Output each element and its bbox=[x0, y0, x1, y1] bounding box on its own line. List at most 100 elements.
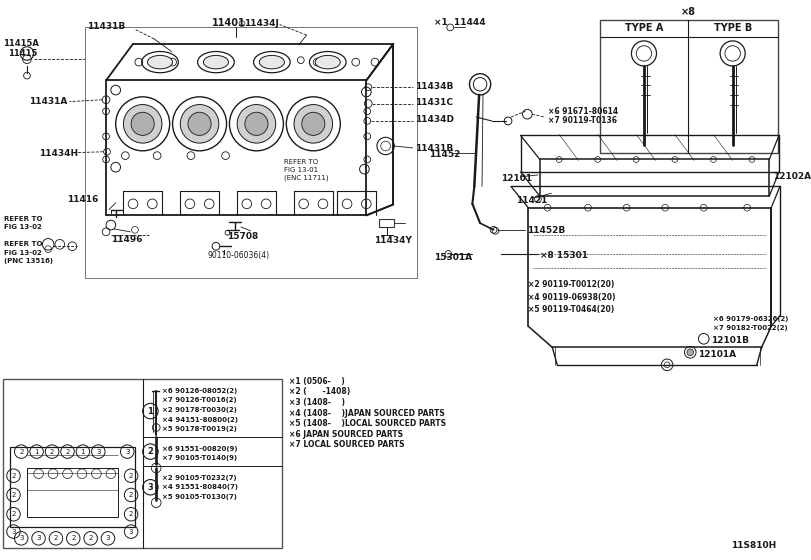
Text: ×4 91551-80840(7): ×4 91551-80840(7) bbox=[162, 484, 238, 490]
Text: 2: 2 bbox=[11, 473, 15, 479]
Ellipse shape bbox=[315, 55, 341, 69]
Text: 12101A: 12101A bbox=[698, 350, 736, 359]
Text: FIG 13-01: FIG 13-01 bbox=[285, 167, 319, 173]
Text: 3: 3 bbox=[19, 535, 24, 542]
Text: 3: 3 bbox=[148, 483, 153, 492]
Text: 12101B: 12101B bbox=[711, 336, 749, 345]
Text: REFER TO: REFER TO bbox=[4, 216, 42, 222]
Text: 90110-06036(4): 90110-06036(4) bbox=[208, 251, 269, 260]
Text: 11496: 11496 bbox=[111, 235, 143, 244]
Text: ×7 90105-T0140(9): ×7 90105-T0140(9) bbox=[162, 455, 237, 461]
Bar bbox=[85, 27, 418, 278]
Text: (ENC 11711): (ENC 11711) bbox=[285, 175, 329, 181]
Text: FIG 13-02: FIG 13-02 bbox=[4, 224, 41, 230]
Text: 11452: 11452 bbox=[429, 150, 461, 159]
Text: 11434H: 11434H bbox=[39, 149, 78, 158]
Text: 11416: 11416 bbox=[67, 194, 99, 203]
Text: ×1 (0506-    ): ×1 (0506- ) bbox=[290, 377, 345, 386]
Text: ×7 90182-T0022(2): ×7 90182-T0022(2) bbox=[714, 325, 788, 331]
Text: 3: 3 bbox=[11, 529, 15, 535]
Text: 11434J: 11434J bbox=[244, 19, 279, 28]
Text: REFER TO: REFER TO bbox=[285, 160, 319, 165]
Text: 1: 1 bbox=[148, 407, 153, 416]
Circle shape bbox=[237, 105, 276, 143]
Text: ×4 (1408-    )JAPAN SOURCED PARTS: ×4 (1408- )JAPAN SOURCED PARTS bbox=[290, 409, 445, 418]
Text: ×4 90119-06938(20): ×4 90119-06938(20) bbox=[528, 293, 616, 302]
Text: 11415A: 11415A bbox=[3, 39, 39, 48]
Text: 2: 2 bbox=[129, 473, 133, 479]
Text: ×8: ×8 bbox=[680, 7, 696, 17]
Text: (PNC 13516): (PNC 13516) bbox=[4, 258, 53, 264]
Text: TYPE A: TYPE A bbox=[624, 24, 663, 34]
Text: 3: 3 bbox=[129, 529, 133, 535]
Text: 1: 1 bbox=[34, 449, 39, 455]
Bar bbox=[379, 220, 394, 227]
Text: 12101: 12101 bbox=[501, 174, 533, 183]
Text: 2: 2 bbox=[66, 449, 70, 455]
Text: FIG 13-02: FIG 13-02 bbox=[4, 250, 41, 256]
Text: ×4 94151-80800(2): ×4 94151-80800(2) bbox=[162, 417, 238, 423]
Circle shape bbox=[123, 105, 162, 143]
Ellipse shape bbox=[148, 55, 173, 69]
Text: 3: 3 bbox=[105, 535, 110, 542]
Text: REFER TO: REFER TO bbox=[4, 241, 42, 248]
Text: 2: 2 bbox=[11, 511, 15, 517]
Text: 11434D: 11434D bbox=[414, 115, 453, 124]
Text: 11431B: 11431B bbox=[414, 144, 453, 153]
Text: 2: 2 bbox=[11, 492, 15, 498]
Text: ×5 90119-T0464(20): ×5 90119-T0464(20) bbox=[528, 305, 615, 314]
Text: 15301A: 15301A bbox=[434, 253, 472, 262]
Circle shape bbox=[245, 112, 268, 136]
Circle shape bbox=[687, 349, 693, 356]
Text: 11431A: 11431A bbox=[29, 97, 67, 106]
Text: ×6 91551-00820(9): ×6 91551-00820(9) bbox=[162, 446, 238, 452]
Text: ×6 JAPAN SOURCED PARTS: ×6 JAPAN SOURCED PARTS bbox=[290, 430, 403, 438]
Ellipse shape bbox=[260, 55, 285, 69]
Text: ×3 (1408-    ): ×3 (1408- ) bbox=[290, 398, 345, 407]
Text: ×7 90126-T0016(2): ×7 90126-T0016(2) bbox=[162, 398, 237, 404]
Text: ×7 LOCAL SOURCED PARTS: ×7 LOCAL SOURCED PARTS bbox=[290, 440, 405, 449]
Text: 11S810H: 11S810H bbox=[731, 540, 776, 549]
Text: 11431C: 11431C bbox=[414, 98, 453, 107]
Text: 1: 1 bbox=[80, 449, 85, 455]
Bar bbox=[27, 468, 118, 517]
Circle shape bbox=[180, 105, 219, 143]
Text: 2: 2 bbox=[148, 447, 153, 456]
Text: ×7 90119-T0136: ×7 90119-T0136 bbox=[547, 116, 616, 125]
Text: 2: 2 bbox=[88, 535, 92, 542]
Text: ×2 90178-T0030(2): ×2 90178-T0030(2) bbox=[162, 407, 237, 413]
Text: 3: 3 bbox=[125, 449, 130, 455]
Bar bbox=[10, 447, 135, 527]
Text: ×2 90119-T0012(20): ×2 90119-T0012(20) bbox=[528, 281, 615, 290]
Text: 11434B: 11434B bbox=[414, 82, 453, 91]
Circle shape bbox=[302, 112, 325, 136]
Text: 2: 2 bbox=[129, 492, 133, 498]
Circle shape bbox=[294, 105, 333, 143]
Text: ×5 (1408-    )LOCAL SOURCED PARTS: ×5 (1408- )LOCAL SOURCED PARTS bbox=[290, 419, 446, 428]
Text: ×5 90178-T0019(2): ×5 90178-T0019(2) bbox=[162, 426, 237, 432]
Text: 11415: 11415 bbox=[8, 49, 37, 58]
Text: 3: 3 bbox=[36, 535, 41, 542]
Circle shape bbox=[131, 112, 154, 136]
Text: 2: 2 bbox=[19, 449, 24, 455]
Text: ×1  11444: ×1 11444 bbox=[434, 18, 486, 27]
Bar bbox=[3, 379, 282, 548]
Circle shape bbox=[188, 112, 211, 136]
Text: 2: 2 bbox=[71, 535, 75, 542]
Text: 2: 2 bbox=[54, 535, 58, 542]
Text: ×5 90105-T0130(7): ×5 90105-T0130(7) bbox=[162, 494, 237, 500]
Text: TYPE B: TYPE B bbox=[714, 24, 752, 34]
Text: ×8 15301: ×8 15301 bbox=[540, 251, 588, 260]
Text: ×2 90105-T0232(7): ×2 90105-T0232(7) bbox=[162, 475, 237, 480]
Ellipse shape bbox=[204, 55, 229, 69]
Text: 2: 2 bbox=[49, 449, 54, 455]
Text: ×6 90126-08052(2): ×6 90126-08052(2) bbox=[162, 388, 237, 394]
Text: ×6 90179-06326(2): ×6 90179-06326(2) bbox=[714, 315, 789, 321]
Text: 11401: 11401 bbox=[212, 17, 246, 27]
Text: 3: 3 bbox=[96, 449, 101, 455]
Text: ×2 (      -1408): ×2 ( -1408) bbox=[290, 388, 350, 396]
Bar bbox=[599, 20, 778, 153]
Text: 2: 2 bbox=[129, 511, 133, 517]
Bar bbox=[85, 27, 418, 278]
Text: 11452B: 11452B bbox=[527, 226, 565, 235]
